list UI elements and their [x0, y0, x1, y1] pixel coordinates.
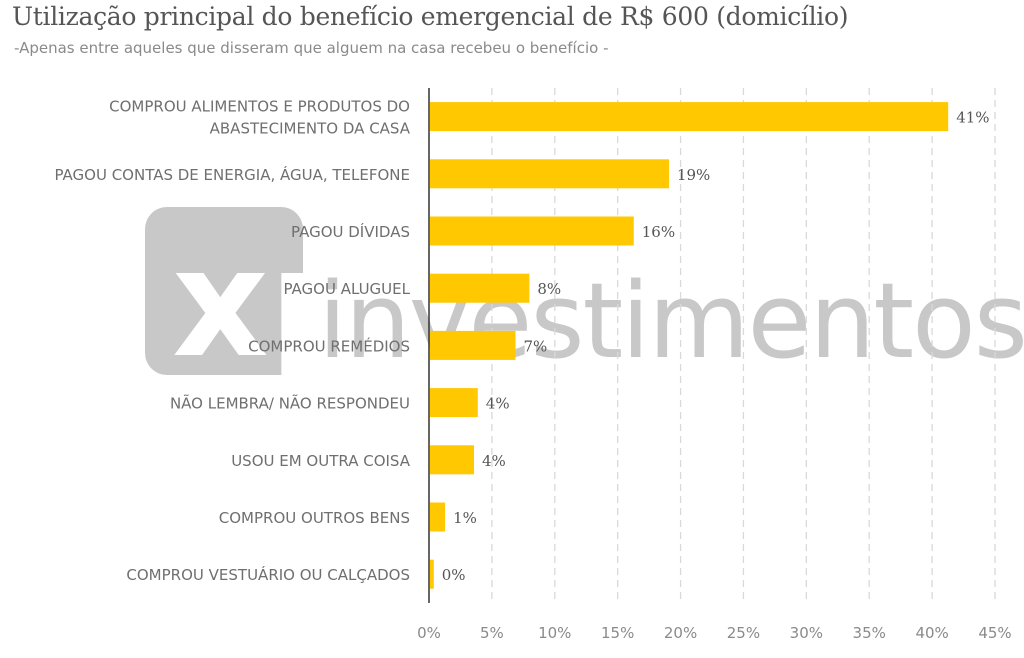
category-label: COMPROU VESTUÁRIO OU CALÇADOS: [126, 565, 410, 584]
x-tick-label: 45%: [978, 624, 1011, 642]
chart-subtitle: -Apenas entre aqueles que disseram que a…: [14, 39, 609, 57]
category-label: NÃO LEMBRA/ NÃO RESPONDEU: [170, 394, 410, 413]
category-label: PAGOU DÍVIDAS: [291, 222, 410, 241]
bar: [430, 330, 516, 360]
value-label: 0%: [442, 566, 466, 584]
value-label: 8%: [537, 280, 561, 298]
bar: [430, 388, 478, 418]
watermark-brand-text: investimentos: [318, 260, 1024, 382]
x-tick-label: 0%: [417, 624, 441, 642]
bar: [430, 216, 634, 246]
x-axis-ticks: 0% 5% 10% 15% 20% 25% 30% 35% 40% 45%: [417, 624, 1012, 642]
watermark-logo-box: [145, 207, 303, 375]
watermark-logo-text: xp: [172, 217, 376, 391]
value-label: 19%: [677, 166, 710, 184]
value-label: 41%: [956, 109, 989, 127]
category-label: COMPROU ALIMENTOS E PRODUTOS DO: [109, 98, 410, 116]
xp-investimentos-watermark: xp investimentos: [145, 207, 1024, 391]
chart-title: Utilização principal do benefício emerge…: [12, 2, 849, 31]
category-label: ABASTECIMENTO DA CASA: [210, 120, 411, 138]
value-labels: 41% 19% 16% 8% 7% 4% 4% 1% 0%: [442, 109, 990, 585]
category-label: PAGOU ALUGUEL: [283, 280, 410, 298]
value-label: 1%: [453, 509, 477, 527]
x-tick-label: 20%: [664, 624, 697, 642]
value-label: 7%: [524, 337, 548, 355]
x-tick-label: 10%: [538, 624, 571, 642]
x-tick-label: 35%: [853, 624, 886, 642]
bar: [430, 445, 475, 475]
category-label: COMPROU REMÉDIOS: [248, 336, 410, 355]
x-tick-label: 5%: [480, 624, 504, 642]
category-labels: COMPROU ALIMENTOS E PRODUTOS DO ABASTECIM…: [54, 98, 410, 585]
bar: [430, 102, 949, 132]
bar: [430, 159, 669, 189]
value-label: 16%: [642, 223, 675, 241]
bar: [430, 273, 530, 303]
bars: [430, 102, 949, 589]
category-label: PAGOU CONTAS DE ENERGIA, ÁGUA, TELEFONE: [54, 165, 410, 184]
x-tick-label: 30%: [790, 624, 823, 642]
bar: [430, 502, 446, 532]
value-label: 4%: [486, 395, 510, 413]
category-label: COMPROU OUTROS BENS: [219, 509, 410, 527]
category-label: USOU EM OUTRA COISA: [231, 452, 411, 470]
x-tick-label: 15%: [601, 624, 634, 642]
bar: [430, 559, 434, 589]
value-label: 4%: [482, 452, 506, 470]
x-tick-label: 40%: [915, 624, 948, 642]
x-tick-label: 25%: [727, 624, 760, 642]
